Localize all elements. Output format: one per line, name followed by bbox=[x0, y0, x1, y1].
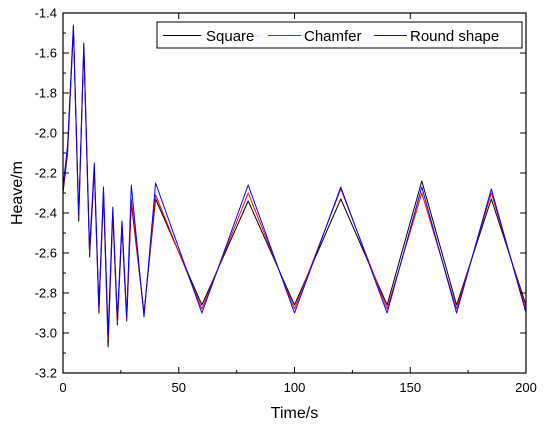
y-tick-label: -1.8 bbox=[35, 86, 57, 101]
x-axis-ticks: 0 50 100 150 200 bbox=[59, 13, 537, 395]
legend-label-chamfer: Chamfer bbox=[304, 28, 362, 45]
series-line-round-shape bbox=[62, 24, 527, 336]
legend-label-square: Square bbox=[206, 28, 254, 45]
y-tick-label: -2.8 bbox=[35, 286, 57, 301]
x-tick-label: 50 bbox=[172, 380, 186, 395]
legend: Square Chamfer Round shape bbox=[156, 21, 523, 49]
series-line-chamfer bbox=[62, 26, 527, 340]
y-axis-ticks: -1.4 -1.6 -1.8 -2.0 -2.2 -2.4 -2.6 -2.8 -3.0 -3.2 bbox=[35, 6, 526, 381]
y-tick-label: -3.0 bbox=[35, 326, 57, 341]
series-line-square bbox=[62, 28, 527, 348]
y-tick-label: -2.6 bbox=[35, 246, 57, 261]
x-tick-label: 0 bbox=[59, 380, 66, 395]
x-tick-label: 150 bbox=[399, 380, 421, 395]
x-axis-title: Time/s bbox=[271, 405, 318, 422]
legend-box bbox=[156, 21, 523, 49]
y-axis-title: Heave/m bbox=[9, 161, 26, 225]
y-tick-label: -2.4 bbox=[35, 206, 57, 221]
y-tick-label: -2.0 bbox=[35, 126, 57, 141]
y-tick-label: -1.6 bbox=[35, 46, 57, 61]
x-tick-label: 200 bbox=[515, 380, 537, 395]
x-tick-label: 100 bbox=[284, 380, 306, 395]
legend-label-round-shape: Round shape bbox=[410, 28, 499, 45]
y-tick-label: -3.2 bbox=[35, 366, 57, 381]
plot-lines bbox=[62, 24, 527, 348]
y-tick-label: -1.4 bbox=[35, 6, 57, 21]
y-tick-label: -2.2 bbox=[35, 166, 57, 181]
